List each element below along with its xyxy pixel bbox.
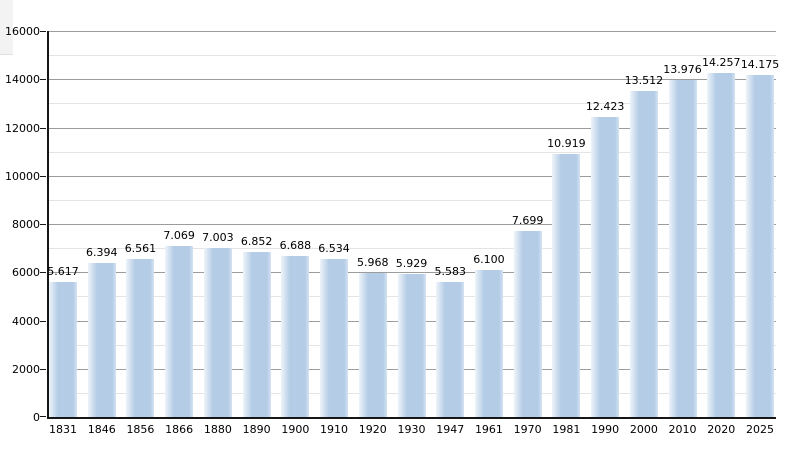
x-axis-label: 1831 <box>49 423 77 436</box>
bar-value-label: 7.069 <box>163 229 195 243</box>
bar <box>126 258 155 417</box>
bar <box>165 246 194 417</box>
y-axis-tick <box>40 224 46 225</box>
x-axis-label: 1947 <box>436 423 465 436</box>
x-axis-label: 1990 <box>591 423 620 436</box>
x-axis-label: 1900 <box>281 423 310 436</box>
y-axis-label: 6000 <box>12 266 40 280</box>
bar-value-label: 13.976 <box>663 62 702 76</box>
gridline-major <box>49 175 776 177</box>
gridline-minor <box>49 199 776 201</box>
y-axis-label: 8000 <box>12 218 40 231</box>
bar-value-label: 6.394 <box>85 245 118 259</box>
bar <box>436 282 465 417</box>
x-axis-label: 2020 <box>707 423 736 436</box>
bar <box>746 75 774 417</box>
bar <box>87 262 116 417</box>
y-axis-label: 4000 <box>12 314 40 328</box>
bar <box>629 91 658 417</box>
y-axis-label: 12000 <box>5 121 40 135</box>
y-axis-tick <box>40 320 46 322</box>
bar <box>320 259 349 417</box>
x-axis-label: 1910 <box>320 423 349 436</box>
gridline-major <box>49 127 776 129</box>
y-axis-label: 0 <box>33 411 40 424</box>
x-axis-label: 1981 <box>552 423 581 436</box>
y-axis-tick <box>40 175 46 177</box>
y-axis-tick <box>40 31 46 32</box>
gridline-minor <box>49 248 776 250</box>
x-axis-label: 1846 <box>87 423 116 436</box>
x-axis-label: 1920 <box>358 423 387 436</box>
bar-value-label: 10.919 <box>547 136 586 150</box>
bar <box>242 251 271 417</box>
bar-value-label: 5.929 <box>395 256 428 270</box>
bar-value-label: 6.100 <box>473 252 505 266</box>
x-axis-label: 1890 <box>242 423 271 436</box>
corner-artifact <box>0 0 13 55</box>
bar-value-label: 13.512 <box>624 74 664 88</box>
bar-value-label: 5.583 <box>434 265 466 279</box>
bar-value-label: 7.699 <box>511 214 544 228</box>
bar-value-label: 14.175 <box>740 58 780 72</box>
gridline-minor <box>49 55 776 57</box>
gridline-major <box>49 31 776 32</box>
bar <box>397 273 426 417</box>
x-axis-label: 1961 <box>474 423 503 436</box>
y-axis-label: 16000 <box>5 25 40 38</box>
bar-value-label: 12.423 <box>585 100 625 114</box>
y-axis-tick <box>40 79 46 81</box>
bar <box>203 248 232 417</box>
gridline-major <box>49 79 776 81</box>
bar-value-label: 5.617 <box>47 264 79 278</box>
bar-value-label: 14.257 <box>702 56 741 70</box>
bar <box>591 117 620 417</box>
bar <box>552 153 581 417</box>
bar <box>707 73 736 417</box>
x-axis-label: 1866 <box>165 423 194 436</box>
bar <box>281 255 310 417</box>
bar-value-label: 6.852 <box>240 234 273 248</box>
x-axis-label: 2025 <box>746 423 774 436</box>
y-axis-tick <box>40 127 46 129</box>
y-axis-tick <box>40 272 46 274</box>
x-axis-label: 1930 <box>397 423 426 436</box>
x-axis-label: 1880 <box>203 423 232 436</box>
x-axis-label: 2000 <box>629 423 658 436</box>
gridline-minor <box>49 103 776 105</box>
bar-value-label: 6.534 <box>318 242 350 256</box>
bar <box>49 281 77 417</box>
gridline-major <box>49 224 776 225</box>
x-axis-label: 2010 <box>668 423 697 436</box>
plot-area: 5.617 6.394 6.561 7.069 7.003 6.852 6.688 6.534… <box>40 31 779 419</box>
x-axis-label: 1970 <box>513 423 542 436</box>
bar <box>668 79 697 417</box>
y-axis-label: 10000 <box>5 169 40 183</box>
x-axis-label: 1856 <box>126 423 155 436</box>
y-axis-tick <box>40 368 46 370</box>
bar-value-label: 6.561 <box>124 241 157 255</box>
bar <box>474 269 503 417</box>
y-axis-label: 14000 <box>5 73 40 87</box>
y-axis-label: 2000 <box>12 362 40 376</box>
gridline-minor <box>49 151 776 153</box>
bar-value-label: 5.968 <box>357 256 389 270</box>
bar-value-label: 7.003 <box>202 231 234 245</box>
bar <box>358 273 387 417</box>
y-axis-tick <box>40 416 46 417</box>
bar <box>513 231 542 417</box>
gridline-major <box>49 272 776 274</box>
bar-value-label: 6.688 <box>279 238 312 252</box>
